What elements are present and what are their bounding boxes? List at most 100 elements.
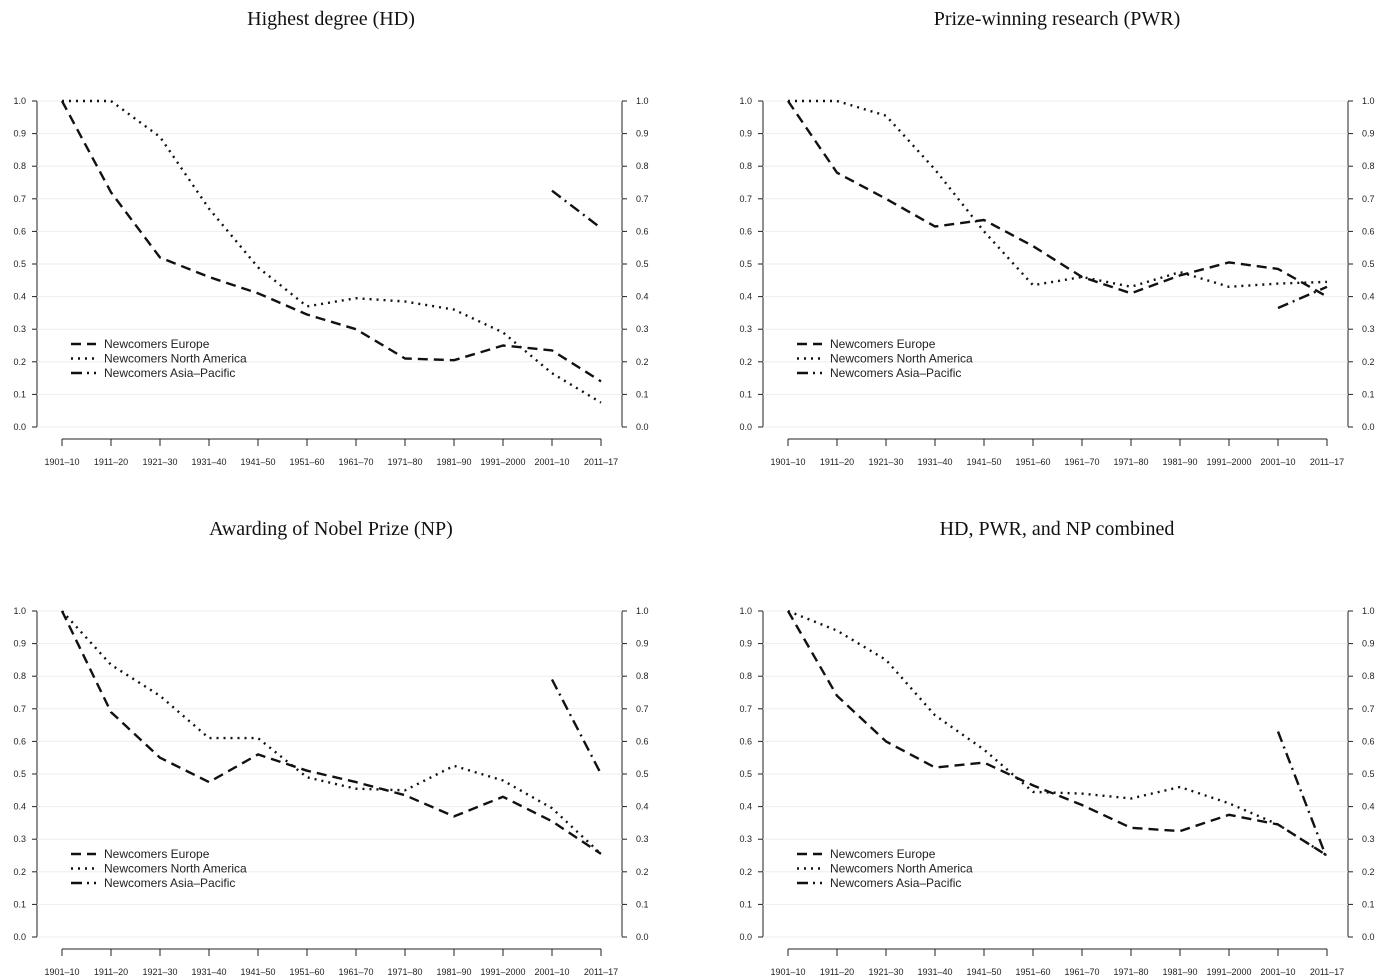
y-tick-label-left: 0.2 (739, 357, 752, 367)
x-tick-label: 1921–30 (142, 967, 177, 977)
y-tick-label-right: 0.2 (636, 867, 649, 877)
y-tick-label-right: 0.0 (636, 932, 649, 942)
y-tick-label-right: 0.7 (636, 194, 649, 204)
y-tick-label-right: 0.1 (636, 899, 649, 909)
y-tick-label-left: 0.7 (739, 194, 752, 204)
legend-label: Newcomers Europe (830, 337, 936, 351)
x-tick-label: 1951–60 (1015, 457, 1050, 467)
y-tick-label-right: 0.9 (636, 639, 649, 649)
y-tick-label-right: 0.5 (636, 259, 649, 269)
y-tick-label-left: 0.2 (13, 357, 26, 367)
chart-title: Prize-winning research (PWR) (934, 8, 1181, 30)
y-tick-label-right: 0.9 (1362, 129, 1375, 139)
x-tick-label: 1931–40 (191, 457, 226, 467)
y-tick-label-left: 0.6 (13, 226, 26, 236)
x-tick-label: 1971–80 (387, 457, 422, 467)
y-tick-label-left: 0.5 (739, 259, 752, 269)
y-tick-label-right: 0.3 (1362, 834, 1375, 844)
y-tick-label-left: 0.9 (13, 639, 26, 649)
legend-label: Newcomers Asia–Pacific (104, 876, 235, 890)
y-tick-label-right: 0.1 (1362, 899, 1375, 909)
series-line-1 (60, 100, 602, 383)
x-tick-label: 1981–90 (436, 967, 471, 977)
x-tick-label: 2001–10 (1260, 457, 1295, 467)
y-tick-label-right: 0.5 (636, 769, 649, 779)
y-tick-label-right: 0.0 (1362, 422, 1375, 432)
y-tick-label-left: 0.8 (13, 161, 26, 171)
y-tick-label-left: 1.0 (739, 606, 752, 616)
x-tick-label: 1981–90 (436, 457, 471, 467)
x-tick-label: 1951–60 (289, 967, 324, 977)
y-tick-label-right: 0.9 (1362, 639, 1375, 649)
series-line-3 (1277, 285, 1328, 310)
y-tick-label-right: 0.3 (636, 834, 649, 844)
chart-title: HD, PWR, and NP combined (940, 518, 1175, 540)
legend-label: Newcomers North America (104, 352, 247, 366)
y-tick-label-right: 0.2 (1362, 867, 1375, 877)
x-tick-label: 1971–80 (1113, 967, 1148, 977)
y-tick-label-right: 0.7 (636, 704, 649, 714)
y-tick-label-right: 0.8 (636, 161, 649, 171)
x-tick-label: 1991–2000 (480, 967, 525, 977)
x-tick-label: 2011–17 (1310, 457, 1344, 467)
y-tick-label-right: 0.0 (636, 422, 649, 432)
y-tick-label-right: 0.6 (1362, 736, 1375, 746)
y-tick-label-right: 1.0 (636, 96, 649, 106)
x-tick-label: 1931–40 (191, 967, 226, 977)
x-tick-label: 2001–10 (534, 967, 569, 977)
x-tick-label: 1941–50 (240, 457, 275, 467)
y-tick-label-right: 0.7 (1362, 194, 1375, 204)
x-tick-label: 1931–40 (917, 457, 952, 467)
legend-label: Newcomers North America (104, 862, 247, 876)
legend-label: Newcomers Asia–Pacific (830, 366, 961, 380)
x-tick-label: 1901–10 (44, 967, 79, 977)
y-tick-label-left: 0.6 (739, 736, 752, 746)
x-tick-label: 1921–30 (868, 967, 903, 977)
y-tick-label-left: 0.4 (13, 802, 26, 812)
x-tick-label: 2001–10 (1260, 967, 1295, 977)
chart-panel-3: Awarding of Nobel Prize (NP) 0.0 0.0 0.1 0.1… (13, 518, 648, 977)
y-tick-label-right: 0.0 (1362, 932, 1375, 942)
y-tick-label-left: 0.2 (13, 867, 26, 877)
y-tick-label-left: 0.3 (739, 324, 752, 334)
y-tick-label-left: 0.4 (739, 802, 752, 812)
y-tick-label-left: 0.8 (13, 671, 26, 681)
series-line-3 (550, 678, 603, 775)
x-tick-label: 1981–90 (1162, 967, 1197, 977)
x-tick-label: 1991–2000 (1206, 457, 1251, 467)
x-tick-label: 1951–60 (1015, 967, 1050, 977)
y-tick-label-left: 0.6 (13, 736, 26, 746)
y-tick-label-right: 0.5 (1362, 769, 1375, 779)
chart-title: Highest degree (HD) (247, 8, 415, 30)
series-line-2 (61, 610, 602, 855)
y-tick-label-left: 0.2 (739, 867, 752, 877)
x-tick-label: 1991–2000 (1206, 967, 1251, 977)
x-tick-label: 1971–80 (1113, 457, 1148, 467)
chart-panel-2: Prize-winning research (PWR) 0.0 0.0 0.1 0.1… (739, 8, 1374, 467)
legend-label: Newcomers North America (830, 352, 973, 366)
y-tick-label-right: 1.0 (1362, 96, 1375, 106)
series-line-1 (787, 100, 1328, 298)
y-tick-label-left: 0.7 (739, 704, 752, 714)
y-tick-label-left: 0.0 (739, 932, 752, 942)
y-tick-label-right: 0.2 (1362, 357, 1375, 367)
y-tick-label-right: 0.9 (636, 129, 649, 139)
x-tick-label: 2011–17 (1310, 967, 1344, 977)
y-tick-label-right: 0.4 (1362, 802, 1375, 812)
chart-title: Awarding of Nobel Prize (NP) (209, 518, 453, 540)
x-tick-label: 1981–90 (1162, 457, 1197, 467)
series-line-2 (788, 99, 1328, 288)
y-tick-label-left: 0.8 (739, 671, 752, 681)
y-tick-label-left: 0.5 (13, 769, 26, 779)
series-line-2 (62, 99, 602, 404)
series-line-3 (551, 189, 602, 230)
y-tick-label-right: 0.6 (636, 226, 649, 236)
y-tick-label-right: 0.4 (636, 802, 649, 812)
x-tick-label: 1901–10 (770, 967, 805, 977)
x-tick-label: 1911–20 (820, 457, 854, 467)
y-tick-label-left: 0.3 (13, 324, 26, 334)
y-tick-label-left: 0.0 (739, 422, 752, 432)
y-tick-label-right: 0.6 (636, 736, 649, 746)
x-tick-label: 1921–30 (142, 457, 177, 467)
